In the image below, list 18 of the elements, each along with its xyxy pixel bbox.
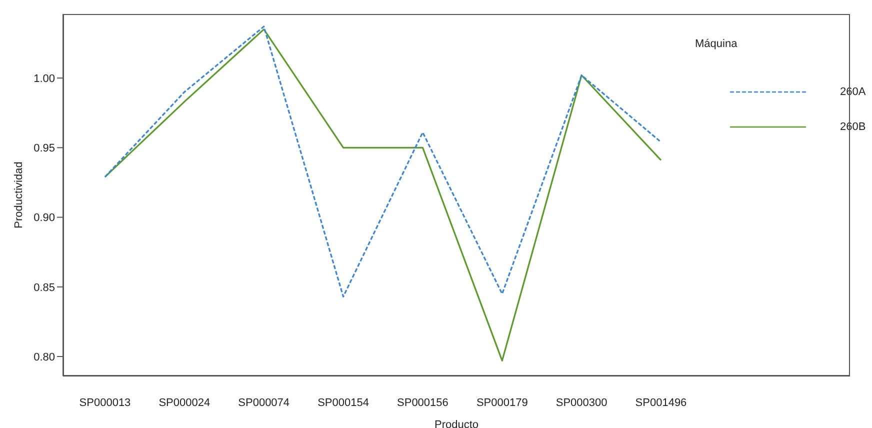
legend-title: Máquina: [695, 38, 738, 50]
x-tick-label: SP000074: [238, 396, 290, 409]
y-tick-label: 0.85: [34, 282, 55, 294]
x-tick-label: SP000300: [556, 396, 608, 409]
x-tick-label: SP000024: [158, 396, 210, 409]
y-tick-label: 1.00: [34, 72, 55, 85]
y-tick-label: 0.90: [34, 212, 55, 224]
x-tick-label: SP000154: [318, 396, 369, 409]
y-tick-label: 0.80: [34, 351, 55, 364]
line-series: [104, 26, 662, 298]
x-tick-label: SP000179: [476, 396, 528, 409]
line-series: [104, 28, 662, 362]
x-tick-label: SP000013: [79, 396, 131, 409]
y-tick-label: 0.95: [34, 142, 55, 155]
x-tick-label: SP001496: [635, 396, 687, 409]
y-axis-title: Productividad: [12, 162, 25, 228]
x-tick-label: SP000156: [397, 396, 448, 409]
x-axis-title: Producto: [434, 419, 479, 428]
